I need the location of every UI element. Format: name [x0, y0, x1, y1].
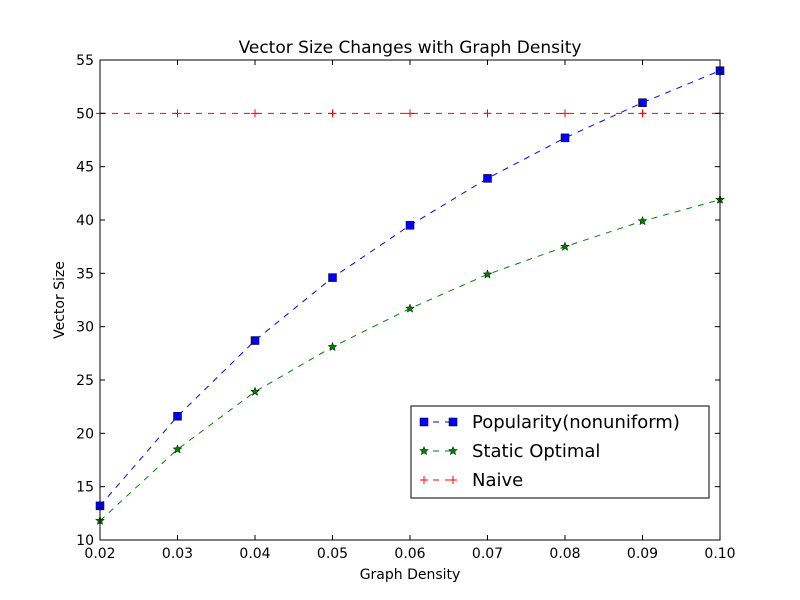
y-tick-label: 30 — [76, 320, 94, 336]
data-point-0-5 — [483, 174, 492, 183]
data-point-1-3 — [327, 341, 338, 352]
axis-ticks: 0.02 0.03 0.04 0.05 0.06 0.07 0.08 0.09 0.10 10 15… — [76, 53, 735, 562]
x-tick-label: 0.09 — [627, 546, 658, 562]
legend-label-2: Naive — [472, 470, 523, 491]
legend-frame — [410, 405, 710, 499]
x-axis-label: Graph Density — [360, 567, 461, 583]
y-tick-label: 15 — [76, 480, 94, 496]
data-point-1-4 — [405, 303, 415, 313]
data-point-2-4 — [406, 109, 414, 118]
data-point-1-5 — [482, 269, 493, 279]
legend-marker-end-0 — [448, 417, 458, 427]
y-tick-label: 25 — [76, 373, 94, 389]
legend-marker-end-2 — [449, 476, 457, 484]
data-point-0-2 — [250, 336, 260, 345]
data-point-1-1 — [172, 444, 183, 454]
y-axis-label: Vector Size — [52, 261, 68, 339]
x-tick-label: 0.02 — [84, 546, 115, 562]
y-tick-label: 45 — [76, 160, 94, 176]
y-tick-label: 35 — [76, 266, 94, 282]
y-tick-label: 40 — [76, 213, 94, 229]
data-point-2-7 — [638, 109, 647, 118]
legend-label-0: Popularity(nonuniform) — [472, 412, 680, 433]
data-point-1-2 — [250, 386, 260, 396]
legend-label-1: Static Optimal — [472, 441, 600, 462]
y-tick-label: 55 — [76, 53, 94, 69]
data-point-2-2 — [251, 109, 259, 118]
data-point-0-3 — [328, 273, 337, 282]
legend-marker-1 — [419, 445, 429, 456]
data-point-0-6 — [560, 133, 570, 143]
chart-title: Vector Size Changes with Graph Density — [239, 38, 582, 58]
x-tick-label: 0.08 — [549, 546, 580, 562]
legend-marker-end-1 — [448, 445, 458, 456]
data-point-2-3 — [328, 109, 337, 118]
data-point-0-1 — [173, 412, 182, 421]
x-tick-label: 0.05 — [317, 546, 348, 562]
legend-marker-2 — [420, 476, 428, 484]
data-point-1-7 — [637, 215, 648, 226]
x-tick-label: 0.06 — [394, 546, 425, 562]
x-tick-label: 0.10 — [704, 546, 735, 562]
data-point-2-6 — [561, 109, 569, 118]
data-point-0-4 — [405, 221, 415, 230]
data-point-2-5 — [483, 109, 492, 118]
data-point-2-1 — [173, 109, 182, 118]
x-tick-label: 0.04 — [239, 546, 270, 562]
data-point-1-6 — [560, 241, 570, 251]
x-tick-label: 0.03 — [162, 546, 193, 562]
y-tick-label: 20 — [76, 426, 94, 442]
y-tick-label: 50 — [76, 106, 94, 122]
legend-marker-0 — [419, 417, 429, 427]
legend: Popularity(nonuniform) Static Optimal Naiv… — [410, 405, 710, 499]
y-tick-label: 10 — [76, 533, 94, 549]
data-point-0-7 — [638, 98, 647, 107]
x-tick-label: 0.07 — [472, 546, 503, 562]
plot-frame — [99, 59, 721, 541]
